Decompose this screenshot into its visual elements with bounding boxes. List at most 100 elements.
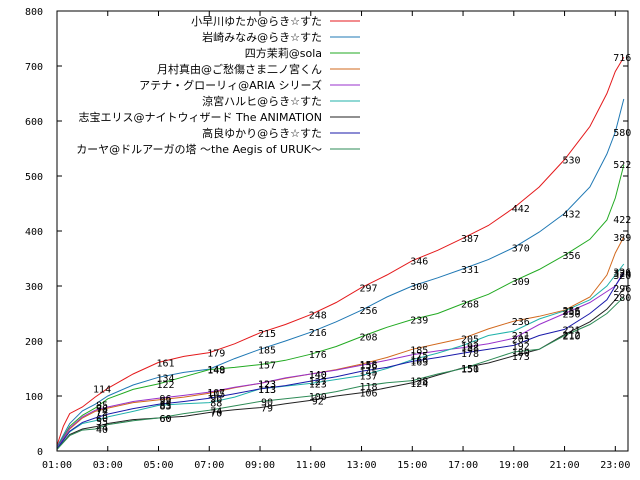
data-label: 106 <box>360 389 378 400</box>
data-label: 123 <box>258 379 276 390</box>
data-label: 239 <box>410 316 428 327</box>
series-line-7 <box>56 287 625 450</box>
data-label: 150 <box>461 365 479 376</box>
data-label: 324 <box>613 269 631 280</box>
data-label: 157 <box>258 361 276 372</box>
data-label: 83 <box>159 401 171 412</box>
data-label: 331 <box>461 265 479 276</box>
data-label: 211 <box>512 331 530 342</box>
data-label: 205 <box>461 334 479 345</box>
y-tick-label: 500 <box>25 172 43 183</box>
data-label: 346 <box>410 257 428 268</box>
x-tick-label: 11:00 <box>296 460 326 471</box>
data-label: 158 <box>360 360 378 371</box>
data-labels: 114 161 179 215 248 297 346 387 442 530 716 85 134 14… <box>93 53 631 436</box>
y-tick-label: 100 <box>25 392 43 403</box>
series-lines <box>56 56 625 450</box>
data-label: 124 <box>410 379 428 390</box>
series-line-5 <box>56 271 625 449</box>
x-tick-label: 05:00 <box>143 460 173 471</box>
data-label: 85 <box>96 400 108 411</box>
data-label: 85 <box>159 400 171 411</box>
data-label: 113 <box>258 385 276 396</box>
data-label: 236 <box>512 317 530 328</box>
data-label: 156 <box>360 361 378 372</box>
data-label: 161 <box>156 358 174 369</box>
data-label: 356 <box>563 251 581 262</box>
data-label: 72 <box>96 407 108 418</box>
series-line-1 <box>56 56 625 446</box>
data-label: 205 <box>512 334 530 345</box>
data-label: 173 <box>512 352 530 363</box>
data-label: 268 <box>461 300 479 311</box>
data-label: 370 <box>512 244 530 255</box>
series-line-6 <box>56 263 625 450</box>
data-label: 79 <box>261 404 273 415</box>
data-label: 60 <box>159 414 171 425</box>
data-label: 140 <box>309 370 327 381</box>
data-label: 78 <box>96 404 108 415</box>
legend-label-7: 志宝エリス@ナイトウィザード The ANIMATION <box>79 110 322 124</box>
data-label: 113 <box>258 385 276 396</box>
data-label: 389 <box>613 233 631 244</box>
data-label: 134 <box>156 373 174 384</box>
data-label: 74 <box>210 406 222 417</box>
data-label: 716 <box>613 53 631 64</box>
data-label: 185 <box>410 345 428 356</box>
x-tick-label: 01:00 <box>42 460 72 471</box>
series-line-8 <box>56 272 625 450</box>
legend-label-5: アテナ・グローリィ@ARIA シリーズ <box>139 78 322 92</box>
data-label: 96 <box>210 394 222 405</box>
data-label: 387 <box>461 234 479 245</box>
data-label: 296 <box>613 284 631 295</box>
data-label: 92 <box>312 396 324 407</box>
data-label: 74 <box>96 406 108 417</box>
data-label: 210 <box>563 332 581 343</box>
data-label: 248 <box>309 311 327 322</box>
data-label: 93 <box>159 396 171 407</box>
data-label: 256 <box>360 306 378 317</box>
y-tick-label: 200 <box>25 337 43 348</box>
legend-label-9: カーヤ@ドルアーガの塔 ～the Aegis of URUK～ <box>76 143 322 156</box>
data-label: 280 <box>613 293 631 304</box>
legend-label-1: 小早川ゆたか@らき☆すた <box>191 15 322 28</box>
x-tick-label: 07:00 <box>194 460 224 471</box>
data-label: 90 <box>261 398 273 409</box>
data-label: 442 <box>512 204 530 215</box>
series-line-3 <box>56 164 625 448</box>
y-tick-label: 0 <box>37 447 43 458</box>
data-label: 60 <box>159 414 171 425</box>
y-tick-label: 300 <box>25 282 43 293</box>
data-label: 55 <box>96 417 108 428</box>
data-label: 309 <box>512 277 530 288</box>
data-label: 297 <box>360 284 378 295</box>
data-label: 216 <box>309 328 327 339</box>
data-label: 100 <box>309 392 327 403</box>
y-tick-label: 600 <box>25 117 43 128</box>
data-label: 70 <box>210 409 222 420</box>
data-label: 185 <box>258 345 276 356</box>
data-label: 105 <box>207 389 225 400</box>
data-label: 175 <box>410 351 428 362</box>
data-label: 192 <box>461 341 479 352</box>
data-label: 149 <box>207 365 225 376</box>
data-label: 178 <box>461 349 479 360</box>
data-label: 255 <box>563 307 581 318</box>
data-label: 44 <box>96 423 108 434</box>
data-label: 151 <box>461 364 479 375</box>
data-label: 114 <box>93 384 111 395</box>
data-label: 326 <box>613 268 631 279</box>
data-label: 123 <box>309 379 327 390</box>
x-tick-label: 13:00 <box>346 460 376 471</box>
legend-label-6: 涼宮ハルヒ@らき☆すた <box>202 94 322 108</box>
axis-ticks: 0 100 200 300 400 500 600 700 800 01:00 03:00 05:00… <box>25 7 630 471</box>
series-line-9 <box>56 296 625 450</box>
x-tick-label: 21:00 <box>550 460 580 471</box>
data-label: 145 <box>360 367 378 378</box>
data-label: 192 <box>512 341 530 352</box>
data-label: 107 <box>207 388 225 399</box>
data-label: 221 <box>563 325 581 336</box>
data-label: 88 <box>210 399 222 410</box>
